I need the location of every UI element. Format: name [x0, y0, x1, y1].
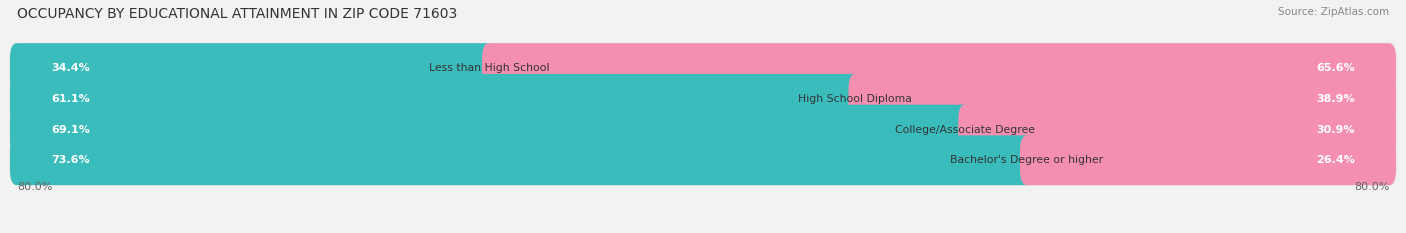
Text: 73.6%: 73.6% [51, 155, 90, 165]
Text: 30.9%: 30.9% [1316, 124, 1355, 134]
FancyBboxPatch shape [10, 74, 1396, 124]
FancyBboxPatch shape [10, 105, 1396, 154]
Text: Bachelor's Degree or higher: Bachelor's Degree or higher [950, 155, 1104, 165]
FancyBboxPatch shape [10, 135, 1396, 185]
Text: High School Diploma: High School Diploma [799, 94, 912, 104]
FancyBboxPatch shape [10, 74, 862, 124]
Text: 69.1%: 69.1% [51, 124, 90, 134]
FancyBboxPatch shape [10, 135, 1033, 185]
Text: 80.0%: 80.0% [17, 182, 52, 192]
FancyBboxPatch shape [10, 105, 972, 154]
Text: 80.0%: 80.0% [1354, 182, 1389, 192]
FancyBboxPatch shape [848, 74, 1396, 124]
FancyBboxPatch shape [482, 43, 1396, 93]
Text: 61.1%: 61.1% [51, 94, 90, 104]
Text: 38.9%: 38.9% [1316, 94, 1355, 104]
Text: Less than High School: Less than High School [429, 63, 550, 73]
Text: 34.4%: 34.4% [51, 63, 90, 73]
FancyBboxPatch shape [10, 43, 496, 93]
Text: Source: ZipAtlas.com: Source: ZipAtlas.com [1278, 7, 1389, 17]
FancyBboxPatch shape [10, 43, 1396, 93]
FancyBboxPatch shape [1019, 135, 1396, 185]
Text: College/Associate Degree: College/Associate Degree [896, 124, 1035, 134]
Text: OCCUPANCY BY EDUCATIONAL ATTAINMENT IN ZIP CODE 71603: OCCUPANCY BY EDUCATIONAL ATTAINMENT IN Z… [17, 7, 457, 21]
Text: 26.4%: 26.4% [1316, 155, 1355, 165]
Text: 65.6%: 65.6% [1316, 63, 1355, 73]
FancyBboxPatch shape [959, 105, 1396, 154]
